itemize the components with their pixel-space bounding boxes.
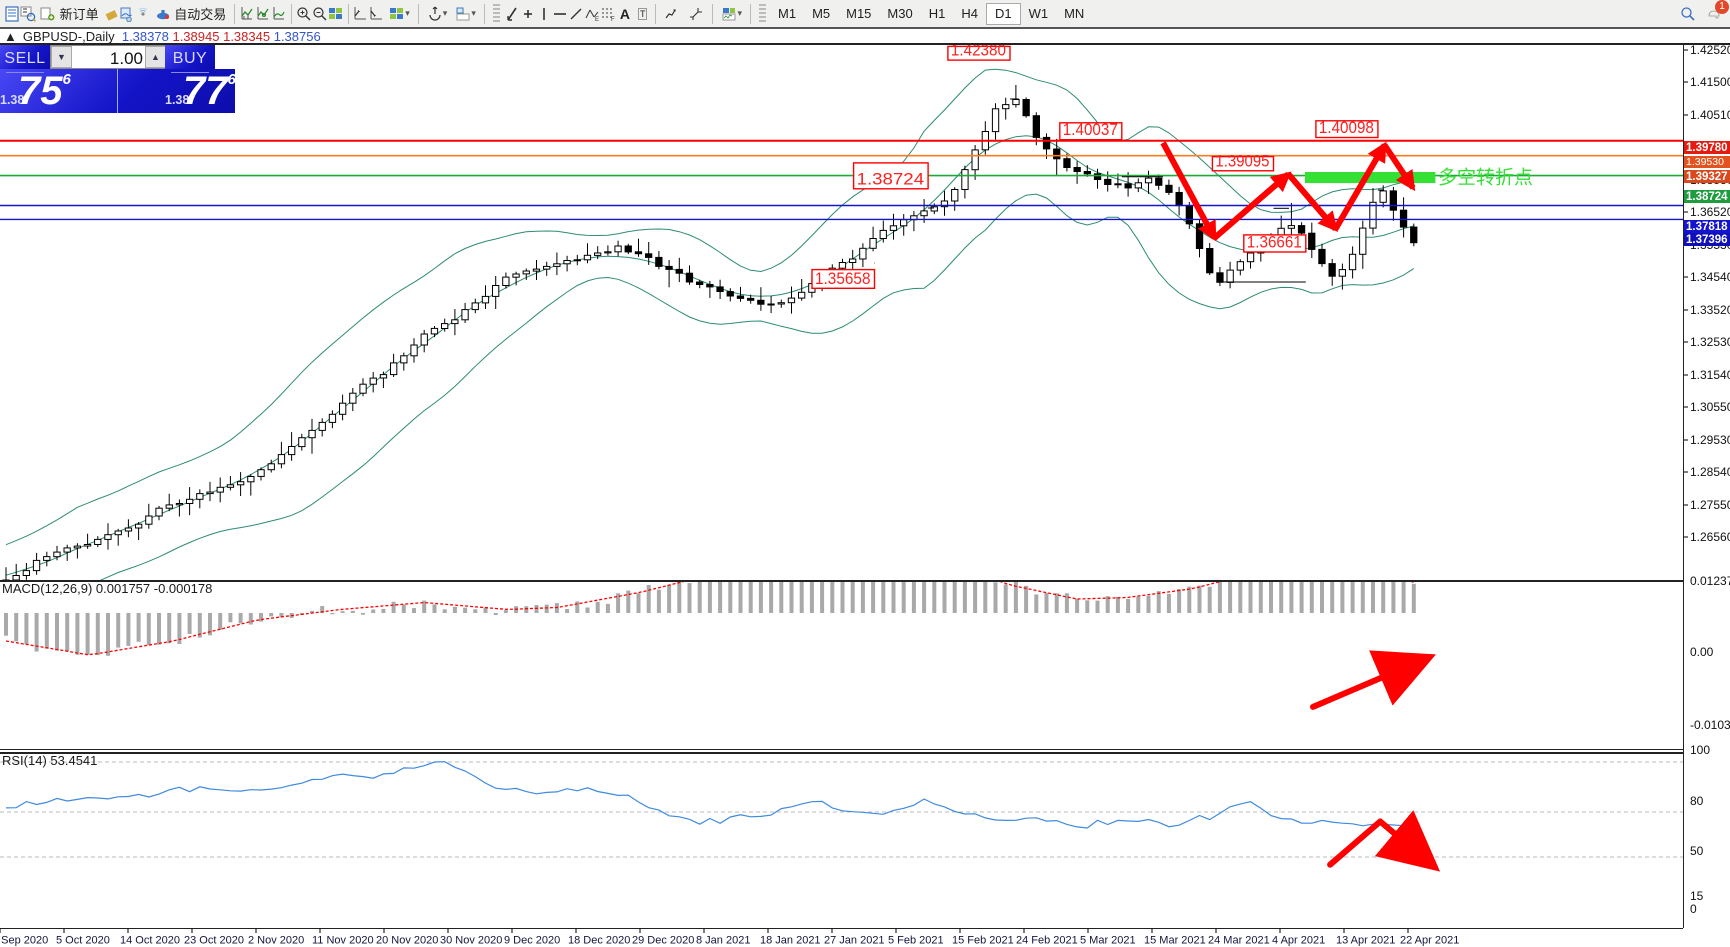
svg-text:13 Apr 2021: 13 Apr 2021 [1336,935,1395,947]
svg-text:1.33520: 1.33520 [1690,303,1730,317]
svg-text:5 Sep 2020: 5 Sep 2020 [0,935,48,947]
svg-text:1.29530: 1.29530 [1690,433,1730,447]
svg-text:14 Oct 2020: 14 Oct 2020 [120,935,180,947]
svg-text:F: F [611,17,615,22]
svg-text:29 Dec 2020: 29 Dec 2020 [632,935,694,947]
svg-text:1.41500: 1.41500 [1690,75,1730,89]
svg-text:1.39095: 1.39095 [1215,152,1269,170]
svg-text:15 Feb 2021: 15 Feb 2021 [952,935,1014,947]
svg-text:30 Nov 2020: 30 Nov 2020 [440,935,502,947]
svg-text:1.40098: 1.40098 [1319,119,1374,137]
svg-text:-0.010374: -0.010374 [1690,718,1730,732]
svg-text:1.37818: 1.37818 [1686,221,1728,233]
svg-text:24 Feb 2021: 24 Feb 2021 [1016,935,1078,947]
svg-text:24 Mar 2021: 24 Mar 2021 [1208,935,1270,947]
svg-text:0: 0 [1690,902,1697,916]
svg-text:20 Nov 2020: 20 Nov 2020 [376,935,438,947]
svg-text:5 Mar 2021: 5 Mar 2021 [1080,935,1136,947]
svg-text:1.27550: 1.27550 [1690,498,1730,512]
svg-text:1.26560: 1.26560 [1690,530,1730,544]
svg-text:100: 100 [1690,743,1710,757]
svg-text:2 Nov 2020: 2 Nov 2020 [248,935,304,947]
svg-text:9 Dec 2020: 9 Dec 2020 [504,935,560,947]
svg-text:4 Apr 2021: 4 Apr 2021 [1272,935,1325,947]
svg-text:18 Dec 2020: 18 Dec 2020 [568,935,630,947]
svg-text:1.40037: 1.40037 [1063,121,1118,139]
svg-text:5 Oct 2020: 5 Oct 2020 [56,935,110,947]
svg-text:1.36520: 1.36520 [1690,205,1730,219]
svg-text:1.34540: 1.34540 [1690,270,1730,284]
svg-text:15 Mar 2021: 15 Mar 2021 [1144,935,1206,947]
svg-text:E: E [595,17,599,22]
svg-text:多空转折点: 多空转折点 [1438,167,1533,189]
svg-text:1.38724: 1.38724 [1686,191,1728,203]
svg-text:MACD(12,26,9) 0.001757 -0.0001: MACD(12,26,9) 0.001757 -0.000178 [2,582,212,596]
svg-text:23 Oct 2020: 23 Oct 2020 [184,935,244,947]
svg-text:80: 80 [1690,794,1704,808]
svg-text:1.38724: 1.38724 [857,170,925,188]
svg-text:0.012372: 0.012372 [1690,574,1730,588]
svg-text:RSI(14) 53.4541: RSI(14) 53.4541 [2,754,97,768]
svg-text:1.39530: 1.39530 [1686,156,1724,168]
svg-text:1.39327: 1.39327 [1686,171,1728,183]
svg-text:8 Jan 2021: 8 Jan 2021 [696,935,750,947]
svg-text:1.39780: 1.39780 [1686,142,1728,154]
svg-text:27 Jan 2021: 27 Jan 2021 [824,935,885,947]
svg-text:5 Feb 2021: 5 Feb 2021 [888,935,944,947]
svg-text:18 Jan 2021: 18 Jan 2021 [760,935,821,947]
svg-text:1.40510: 1.40510 [1690,108,1730,122]
svg-text:1.32530: 1.32530 [1690,335,1730,349]
svg-text:11 Nov 2020: 11 Nov 2020 [312,935,374,947]
svg-text:1.31540: 1.31540 [1690,368,1730,382]
svg-text:1.42520: 1.42520 [1690,45,1730,57]
svg-text:1.30550: 1.30550 [1690,400,1730,414]
svg-text:1.28540: 1.28540 [1690,465,1730,479]
svg-text:22 Apr 2021: 22 Apr 2021 [1400,935,1459,947]
svg-text:0.00: 0.00 [1690,645,1714,659]
svg-text:1.35658: 1.35658 [815,270,871,288]
svg-text:1.36661: 1.36661 [1247,234,1302,252]
svg-text:50: 50 [1690,844,1704,858]
svg-text:1.37396: 1.37396 [1686,234,1728,246]
svg-text:1.42380: 1.42380 [951,45,1006,60]
svg-text:15: 15 [1690,889,1704,903]
